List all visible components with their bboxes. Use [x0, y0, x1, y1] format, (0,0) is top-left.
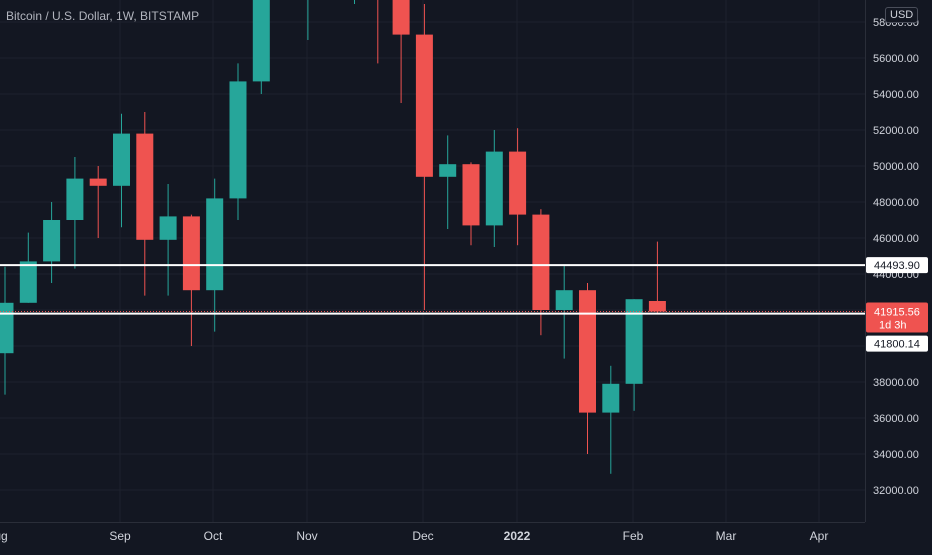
- y-tick-label-12: 56000.00: [873, 53, 919, 65]
- y-tick-label-0: 32000.00: [873, 485, 919, 497]
- time-axis[interactable]: Aug Sep Oct Nov Dec 2022 Feb Mar Apr: [0, 522, 865, 544]
- price-line-label: 41800.14: [866, 335, 928, 352]
- candle: [579, 283, 596, 454]
- candles: [0, 0, 666, 474]
- candle: [625, 299, 643, 411]
- candle: [509, 128, 527, 246]
- y-tick-label-3: 38000.00: [873, 377, 919, 389]
- candle: [229, 63, 247, 220]
- last-price-value: 41915.56: [874, 307, 920, 319]
- candle: [485, 130, 503, 247]
- candle: [43, 202, 61, 283]
- y-tick-label-11: 54000.00: [873, 89, 919, 101]
- price-line-label-text: 41800.14: [874, 339, 920, 351]
- candle: [136, 112, 154, 296]
- price-line-label-bg: [866, 335, 928, 352]
- x-tick-label-3: Nov: [296, 529, 317, 543]
- x-tick-label-7: Mar: [716, 529, 737, 543]
- candle-body: [113, 133, 130, 186]
- x-tick-label-0: Aug: [0, 529, 8, 543]
- candle: [159, 184, 177, 296]
- candle-body: [229, 81, 247, 199]
- candle: [602, 365, 620, 474]
- price-line-label-bg: [866, 257, 928, 274]
- y-tick-label-10: 52000.00: [873, 125, 919, 137]
- candle-body: [602, 383, 620, 413]
- y-tick-label-8: 48000.00: [873, 197, 919, 209]
- candle-body: [485, 151, 503, 226]
- candle-body: [19, 261, 37, 303]
- candle-body: [136, 133, 154, 240]
- candle-body: [532, 214, 550, 310]
- x-tick-label-5: 2022: [504, 529, 531, 543]
- y-tick-label-1: 34000.00: [873, 449, 919, 461]
- candle: [66, 157, 84, 269]
- price-axis-bg: [865, 0, 932, 550]
- candle: [439, 135, 457, 229]
- candle-body: [0, 302, 14, 354]
- x-tick-label-1: Sep: [109, 529, 131, 543]
- candle: [415, 4, 433, 310]
- candle: [182, 214, 200, 346]
- currency-badge[interactable]: USD: [885, 7, 919, 23]
- y-tick-label-7: 46000.00: [873, 233, 919, 245]
- candle-body: [462, 164, 480, 226]
- candle: [354, 0, 355, 4]
- candle-body: [392, 0, 410, 35]
- candle: [206, 178, 224, 332]
- candle-body: [509, 151, 527, 215]
- y-tick-label-2: 36000.00: [873, 413, 919, 425]
- last-price-countdown: 1d 3h: [879, 320, 907, 332]
- candle-body: [89, 178, 107, 186]
- candle: [0, 266, 14, 395]
- x-tick-label-2: Oct: [204, 529, 223, 543]
- candle: [377, 0, 379, 64]
- price-lines: [0, 264, 865, 315]
- candle-body: [182, 216, 200, 291]
- candle-body: [439, 164, 457, 177]
- x-tick-label-8: Apr: [810, 529, 829, 543]
- candle: [19, 232, 37, 303]
- price-line-label-text: 44493.90: [874, 260, 920, 272]
- candle: [532, 209, 550, 336]
- candle-body: [415, 34, 433, 177]
- candle: [252, 0, 270, 94]
- price-axis[interactable]: 32000.0034000.0036000.0038000.0040000.00…: [865, 0, 932, 550]
- candle-body: [252, 0, 270, 82]
- candle-body: [555, 290, 573, 310]
- last-price-label-bg: [866, 302, 928, 333]
- x-tick-label-6: Feb: [623, 529, 644, 543]
- candle-body: [206, 198, 224, 291]
- symbol-title[interactable]: Bitcoin / U.S. Dollar, 1W, BITSTAMP: [6, 9, 200, 23]
- candle-body: [648, 301, 666, 312]
- candle: [307, 0, 309, 40]
- x-tick-label-4: Dec: [412, 529, 433, 543]
- candle-body: [625, 299, 643, 384]
- candle-body: [159, 216, 177, 240]
- candle: [462, 162, 480, 246]
- candle: [113, 113, 130, 228]
- candle: [392, 0, 410, 103]
- candle: [648, 241, 666, 314]
- candle-body: [43, 220, 61, 262]
- y-tick-label-9: 50000.00: [873, 161, 919, 173]
- candle-body: [579, 290, 596, 413]
- candle: [89, 166, 107, 238]
- price-line-label: 44493.90: [866, 257, 928, 274]
- candle-body: [66, 178, 84, 220]
